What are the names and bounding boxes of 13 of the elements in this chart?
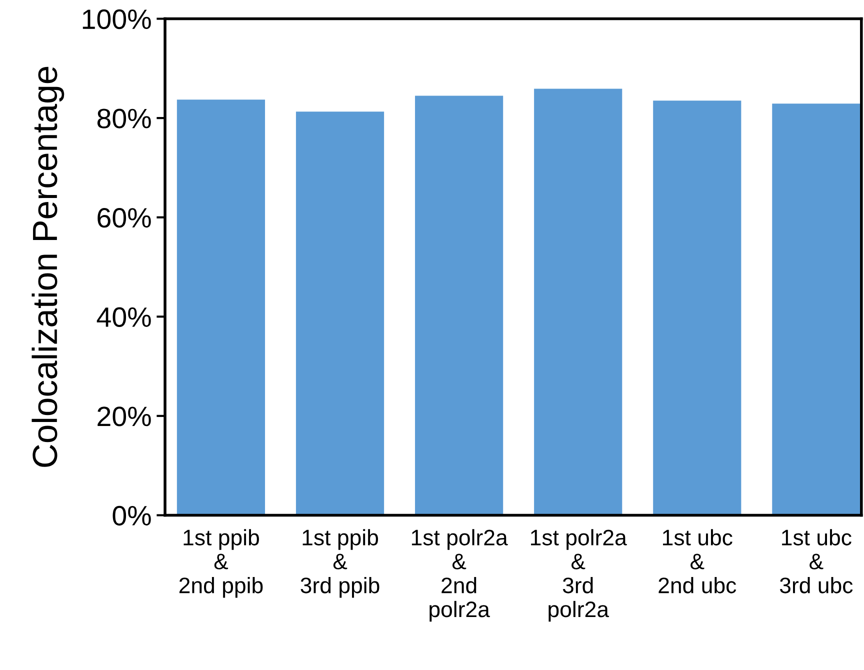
y-tick-label: 0% bbox=[112, 506, 151, 526]
x-tick-label: 1st ubc & 2nd ubc bbox=[658, 529, 736, 594]
y-tick-label: 100% bbox=[82, 9, 151, 30]
x-tick-label: 1st ppib & 2nd ppib bbox=[179, 529, 263, 598]
x-tick-label: 1st ppib & 3rd ppib bbox=[300, 529, 380, 598]
x-tick-label: 1st ubc & 3rd ubc bbox=[780, 529, 853, 594]
x-tick-label: 1st polr2a & 3rd polr2a bbox=[530, 529, 627, 622]
y-tick-label: 20% bbox=[98, 406, 151, 426]
y-tick-label: 60% bbox=[98, 208, 151, 228]
y-tick-label: 80% bbox=[97, 108, 151, 128]
y-tick-label: 40% bbox=[96, 307, 151, 327]
y-axis-title: Colocalization Percentage bbox=[32, 66, 64, 467]
x-tick-label: 1st polr2a & 2nd polr2a bbox=[412, 529, 508, 622]
